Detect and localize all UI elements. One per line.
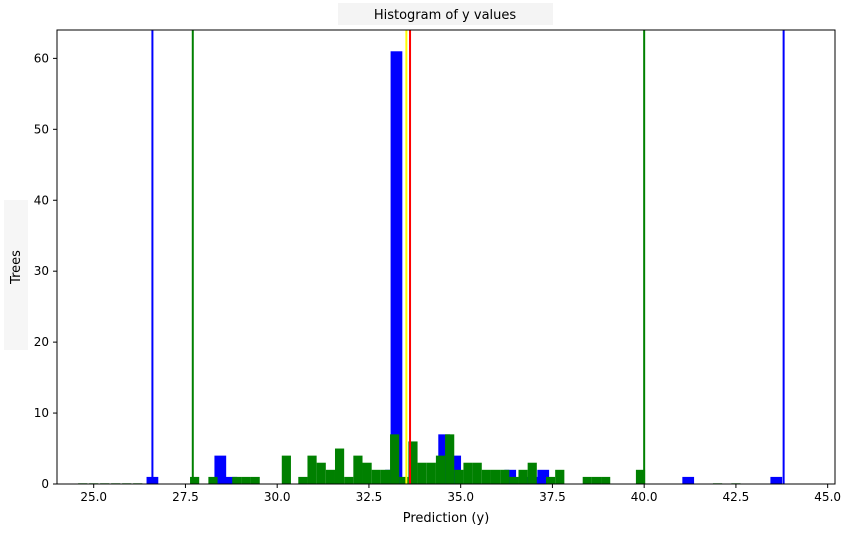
bar-series1-34 <box>500 469 510 484</box>
bar-series1-30 <box>463 462 473 484</box>
bar-series0-11 <box>770 476 783 484</box>
x-tick-label: 32.5 <box>356 490 383 504</box>
bar-series1-7 <box>208 476 218 484</box>
bar-series1-19 <box>362 462 372 484</box>
y-ticks: 0 10 20 30 40 50 60 <box>34 51 57 491</box>
bar-series1-12 <box>298 476 308 484</box>
bar-series1-27 <box>435 455 446 484</box>
bar-series1-18 <box>353 455 363 484</box>
bar-series1-20 <box>371 469 381 484</box>
bar-series1-6 <box>190 476 200 484</box>
x-tick-label: 27.5 <box>172 490 199 504</box>
x-axis-label: Prediction (y) <box>403 511 490 526</box>
chart-title: Histogram of y values <box>374 8 517 23</box>
x-tick-label: 40.0 <box>631 490 658 504</box>
bar-series0-4 <box>390 51 403 484</box>
x-tick-label: 42.5 <box>723 490 750 504</box>
bar-series1-35 <box>509 476 519 484</box>
bar-series1-14 <box>316 462 326 484</box>
bar-series1-41 <box>591 476 602 484</box>
bar-series1-24 <box>408 441 418 484</box>
bar-series1-43 <box>635 469 646 484</box>
bar-series1-13 <box>307 455 317 484</box>
ylabel-background <box>4 200 28 350</box>
bar-series0-2 <box>225 476 238 484</box>
x-tick-label: 25.0 <box>80 490 107 504</box>
y-axis-label: Trees <box>9 250 24 285</box>
bar-series1-15 <box>325 469 335 484</box>
x-tick-label: 35.0 <box>447 490 474 504</box>
bar-series1-17 <box>344 476 354 484</box>
y-tick-label: 50 <box>34 122 49 136</box>
bar-series0-1 <box>214 455 227 484</box>
bar-series1-26 <box>426 462 436 484</box>
y-tick-label: 40 <box>34 193 49 207</box>
bar-series1-8 <box>232 476 242 484</box>
bars-layer <box>78 51 783 484</box>
plot-frame <box>56 29 836 485</box>
x-tick-label: 30.0 <box>264 490 291 504</box>
x-ticks: 25.0 27.5 30.0 32.5 35.0 37.5 40.0 42.5 45.0 <box>80 484 841 504</box>
bar-series1-37 <box>527 462 537 484</box>
y-tick-label: 10 <box>34 406 49 420</box>
y-tick-label: 0 <box>41 477 49 491</box>
bar-series1-31 <box>472 462 482 484</box>
bar-series1-36 <box>518 469 528 484</box>
bar-series1-16 <box>334 448 345 484</box>
bar-series1-11 <box>281 455 291 484</box>
bar-series1-42 <box>601 476 611 484</box>
bar-series1-29 <box>454 469 464 484</box>
x-tick-label: 45.0 <box>814 490 841 504</box>
y-tick-label: 30 <box>34 264 49 278</box>
bar-series1-22 <box>390 434 400 484</box>
bar-series1-33 <box>490 469 501 484</box>
title-background <box>338 3 553 25</box>
bar-series0-10 <box>682 476 695 484</box>
bar-series1-28 <box>445 434 455 484</box>
y-tick-label: 60 <box>34 51 49 65</box>
bar-series1-38 <box>546 476 556 484</box>
bar-series1-32 <box>481 469 491 484</box>
bar-series1-21 <box>380 469 391 484</box>
bar-series1-10 <box>250 476 260 484</box>
bar-series1-23 <box>399 476 409 484</box>
bar-series1-25 <box>417 462 427 484</box>
y-tick-label: 20 <box>34 335 49 349</box>
x-tick-label: 37.5 <box>539 490 566 504</box>
vertical-lines-layer <box>151 30 785 484</box>
bar-series1-39 <box>555 469 565 484</box>
bar-series1-40 <box>582 476 592 484</box>
bar-series1-9 <box>241 476 251 484</box>
bar-series0-9 <box>537 469 550 484</box>
